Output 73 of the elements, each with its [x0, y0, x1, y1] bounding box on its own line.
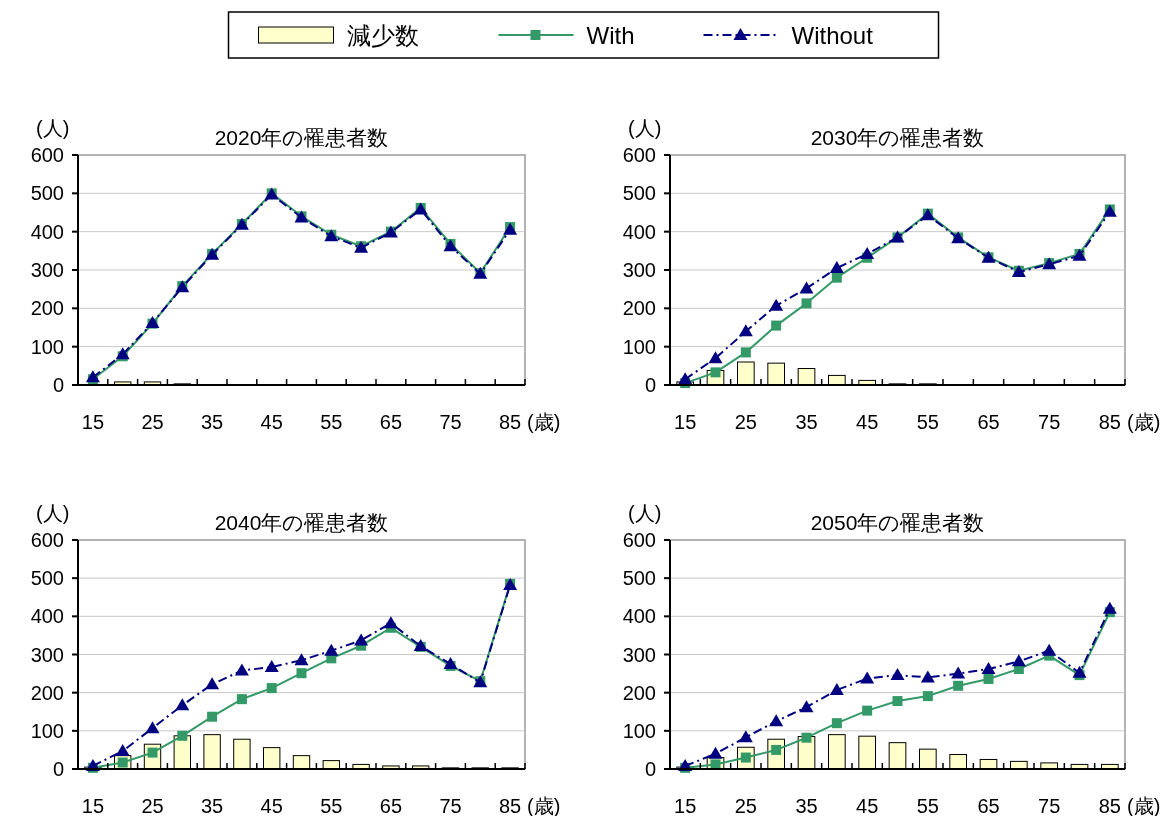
x-tick-label: 55 — [916, 795, 939, 816]
x-tick-label: 65 — [977, 795, 1000, 816]
x-tick-label: 15 — [674, 795, 697, 816]
y-tick-label: 500 — [30, 182, 64, 205]
y-tick-label: 600 — [622, 529, 656, 551]
y-tick-label: 0 — [52, 374, 64, 396]
y-tick-label: 200 — [622, 297, 656, 320]
x-tick-label: 75 — [439, 411, 462, 433]
x-tick-label: 85 — [498, 411, 522, 433]
y-tick-label: 200 — [30, 297, 64, 320]
y-tick-label: 100 — [622, 719, 656, 742]
y-tick-label: 500 — [622, 567, 656, 590]
x-tick-label: 35 — [200, 411, 224, 433]
legend-label: 減少数 — [346, 22, 419, 49]
x-tick-label: 45 — [260, 795, 283, 816]
y-tick-label: 100 — [30, 719, 64, 742]
y-tick-label: 400 — [622, 605, 656, 628]
y-axis-title: (人) — [36, 117, 70, 139]
chart-title: 2030年の罹患者数 — [810, 126, 985, 149]
y-tick-label: 100 — [30, 335, 64, 358]
chart-title: 2020年の罹患者数 — [214, 126, 389, 149]
x-tick-label: 15 — [81, 411, 105, 433]
y-axis-title: (人) — [36, 502, 70, 524]
x-tick-label: 45 — [260, 411, 283, 433]
y-tick-label: 200 — [622, 681, 656, 704]
y-tick-label: 600 — [622, 144, 656, 166]
x-tick-label: 65 — [379, 411, 403, 433]
x-tick-label: 45 — [856, 411, 879, 433]
y-tick-label: 100 — [622, 335, 656, 358]
x-tick-label: 25 — [734, 795, 757, 816]
legend-label: With — [586, 22, 635, 49]
x-tick-label: 45 — [856, 795, 879, 816]
x-tick-label: 85 — [498, 795, 522, 816]
x-tick-label: 85 — [1098, 411, 1121, 433]
y-tick-label: 600 — [30, 529, 64, 551]
x-tick-label: 65 — [379, 795, 403, 816]
y-tick-label: 300 — [622, 259, 656, 281]
x-axis-title: (歳) — [527, 411, 561, 433]
x-tick-label: 75 — [1038, 411, 1061, 433]
y-axis-title: (人) — [628, 117, 662, 139]
y-tick-label: 500 — [30, 567, 64, 590]
y-tick-label: 600 — [30, 144, 64, 166]
y-tick-label: 400 — [30, 220, 64, 243]
y-tick-label: 300 — [30, 259, 64, 281]
y-tick-label: 0 — [644, 374, 656, 396]
x-tick-label: 75 — [1038, 795, 1061, 816]
y-tick-label: 400 — [622, 220, 656, 243]
chart-title: 2040年の罹患者数 — [214, 511, 389, 534]
y-tick-label: 300 — [622, 643, 656, 666]
x-tick-label: 25 — [734, 411, 757, 433]
x-tick-label: 55 — [916, 411, 939, 433]
x-tick-label: 55 — [320, 795, 343, 816]
x-tick-label: 35 — [795, 795, 818, 816]
y-tick-label: 400 — [30, 605, 64, 628]
x-tick-label: 25 — [141, 795, 164, 816]
x-tick-label: 35 — [200, 795, 224, 816]
x-tick-label: 55 — [320, 411, 343, 433]
legend-label: Without — [791, 22, 874, 49]
x-tick-label: 15 — [674, 411, 697, 433]
x-tick-label: 65 — [977, 411, 1000, 433]
y-tick-label: 0 — [644, 758, 656, 780]
x-tick-label: 85 — [1098, 795, 1121, 816]
x-tick-label: 25 — [141, 411, 164, 433]
x-axis-title: (歳) — [1127, 411, 1161, 433]
chart-title: 2050年の罹患者数 — [810, 511, 985, 534]
y-axis-title: (人) — [628, 502, 662, 524]
x-tick-label: 15 — [81, 795, 105, 816]
y-tick-label: 500 — [622, 182, 656, 205]
x-tick-label: 35 — [795, 411, 818, 433]
x-tick-label: 75 — [439, 795, 462, 816]
y-tick-label: 300 — [30, 643, 64, 666]
y-tick-label: 0 — [52, 758, 64, 780]
y-tick-label: 200 — [30, 681, 64, 704]
